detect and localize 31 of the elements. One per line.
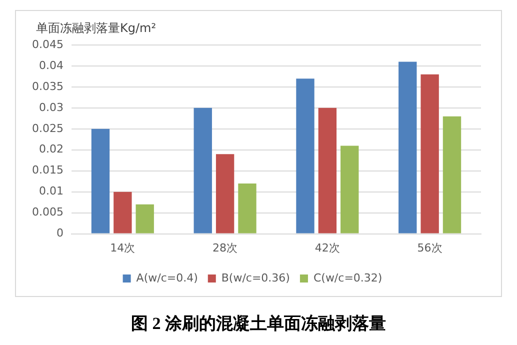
caption: 图 2 涂刷的混凝土单面冻融剥落量	[130, 313, 387, 335]
bar	[91, 128, 110, 234]
x-tick-label: 56次	[417, 241, 442, 254]
bar	[420, 74, 439, 234]
x-tick-label: 42次	[314, 241, 340, 254]
legend-label: C(w/c=0.32)	[313, 271, 382, 284]
y-tick-label: 0.015	[32, 164, 64, 177]
y-tick-label: 0.025	[32, 122, 64, 135]
y-tick-label: 0.02	[38, 142, 64, 156]
bar	[194, 108, 212, 234]
y-tick-label: 0.01	[38, 184, 64, 198]
bar	[442, 116, 462, 234]
bar	[114, 192, 132, 234]
y-tick-label: 0.03	[38, 100, 64, 114]
bar	[340, 146, 359, 234]
y-tick-label: 0	[56, 226, 64, 240]
y-axis-title: 单面冻融剥落量Kg/m²	[36, 21, 156, 36]
x-tick-label: 14次	[110, 241, 136, 254]
bar	[296, 78, 314, 234]
bar	[398, 62, 417, 234]
bar	[318, 108, 337, 234]
x-tick-label: 28次	[212, 241, 238, 254]
y-tick-label: 0.005	[32, 206, 64, 219]
legend-label: B(w/c=0.36)	[221, 271, 290, 284]
bar	[238, 183, 256, 234]
bar	[136, 204, 154, 234]
bar	[216, 154, 234, 234]
y-tick-label: 0.04	[38, 58, 64, 72]
legend-label: A(w/c=0.4)	[136, 271, 198, 284]
y-tick-label: 0.045	[32, 38, 64, 51]
y-tick-label: 0.035	[32, 80, 64, 93]
